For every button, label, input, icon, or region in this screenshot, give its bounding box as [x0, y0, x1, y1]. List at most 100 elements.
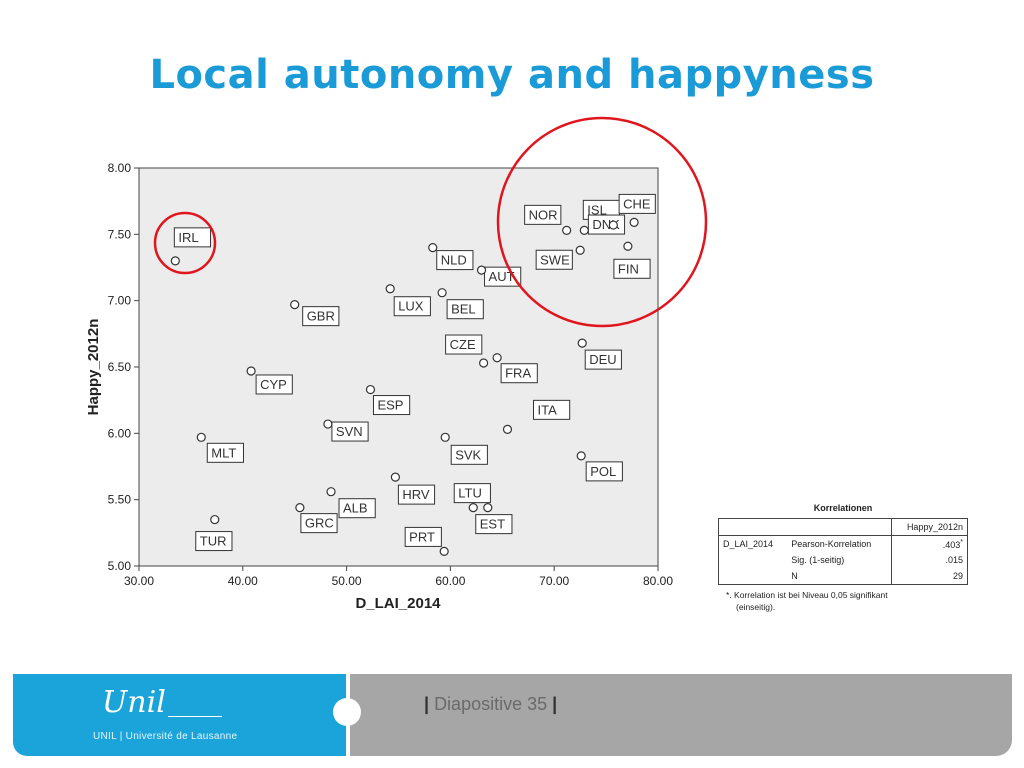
x-tick-label: 40.00 [228, 574, 258, 588]
separator-right: | [552, 694, 558, 714]
data-point [390, 472, 400, 482]
footer-info-bar [350, 674, 1012, 756]
point-label: CYP [260, 377, 287, 392]
point-label-box [445, 334, 483, 355]
point-label-box [372, 395, 411, 416]
data-point [476, 265, 487, 275]
point-label-box [535, 249, 573, 270]
row-variable: D_LAI_2014 [723, 539, 774, 549]
data-point [629, 217, 639, 227]
data-point [577, 338, 587, 348]
point-label: IRL [178, 230, 198, 245]
y-tick-label: 5.50 [108, 493, 132, 507]
data-point [323, 419, 333, 429]
separator-left: | [424, 694, 430, 714]
correlation-footnote: *. Korrelation ist bei Niveau 0,05 signi… [718, 589, 968, 613]
point-label-box [331, 421, 369, 442]
point-label: AUT [489, 269, 515, 284]
data-point [295, 503, 305, 513]
y-tick-label: 7.50 [108, 227, 132, 241]
correlation-title: Korrelationen [813, 503, 873, 513]
axis-ticks: 30.00 40.00 50.00 60.00 70.00 80.00 5.00 5.50 6.… [108, 161, 674, 588]
point-label-box [393, 296, 431, 317]
point-label: CZE [450, 337, 476, 352]
point-label: LUX [398, 299, 424, 314]
slide-number-label: Diapositive 35 [434, 694, 548, 714]
data-points [170, 217, 639, 557]
x-tick-label: 80.00 [643, 574, 673, 588]
point-label: ISL [587, 202, 607, 217]
y-axis-title: Happy_2012n [85, 319, 102, 416]
point-label: NOR [529, 207, 558, 222]
data-point [365, 384, 376, 395]
stat-value: .403* [890, 535, 968, 552]
data-point [479, 358, 489, 368]
point-label: HRV [402, 487, 430, 502]
point-label: GBR [307, 309, 335, 324]
data-point [196, 432, 206, 442]
x-tick-label: 60.00 [435, 574, 465, 588]
point-label: FIN [618, 261, 639, 276]
footer-dot [333, 698, 361, 726]
point-label: NLD [441, 253, 467, 268]
point-label-box [338, 498, 376, 519]
data-point [385, 284, 395, 294]
point-label: MLT [211, 445, 236, 460]
point-label-box [300, 513, 338, 534]
footer-brand-bar [13, 674, 346, 756]
row-variable-blank [719, 552, 788, 568]
corner-cell [719, 519, 892, 536]
x-axis-title: D_LAI_2014 [355, 595, 441, 612]
data-point [562, 225, 572, 235]
data-point [608, 220, 618, 230]
point-label: CHE [623, 196, 651, 211]
point-label: EST [480, 517, 505, 532]
x-tick-label: 50.00 [332, 574, 362, 588]
point-label: ALB [343, 501, 368, 516]
point-label: DEU [589, 352, 616, 367]
significance-mark: * [960, 538, 963, 546]
point-label-box [613, 258, 651, 279]
scatter-chart: 30.00 40.00 50.00 60.00 70.00 80.00 5.00 5.50 6.… [85, 116, 708, 612]
point-labels: IRL GBR CYP MLT TUR SVN ALB GRC ESP LUX HRV NLD BEL S… [173, 193, 656, 552]
data-point [437, 288, 447, 298]
row-variable-blank [719, 568, 788, 585]
point-label-box [404, 526, 442, 547]
point-label-box [446, 299, 484, 320]
point-label-box [255, 374, 293, 395]
data-point [326, 487, 336, 497]
data-point [170, 256, 180, 266]
point-label: TUR [200, 534, 227, 549]
footnote-line-2: (einseitig). [736, 602, 776, 612]
data-point [502, 424, 513, 434]
point-label: ITA [537, 402, 557, 417]
data-point [576, 451, 586, 461]
data-point [579, 225, 589, 235]
y-tick-label: 6.50 [108, 360, 132, 374]
stat-value: .015 [890, 552, 968, 568]
data-point [468, 503, 478, 513]
y-tick-label: 6.00 [108, 426, 132, 440]
point-label: SVN [336, 424, 363, 439]
point-label-box [584, 349, 622, 370]
point-label-box [302, 306, 340, 327]
point-label: SWE [540, 252, 570, 267]
point-label-box [587, 214, 626, 235]
data-point [440, 432, 450, 442]
point-label-box [475, 514, 513, 535]
footnote-line-1: *. Korrelation ist bei Niveau 0,05 signi… [726, 590, 888, 600]
highlight-circle-nordics [496, 116, 708, 328]
y-tick-label: 7.00 [108, 294, 132, 308]
point-label-box [453, 483, 491, 504]
data-point [483, 503, 493, 513]
data-point [428, 243, 438, 253]
point-label-box [450, 444, 488, 465]
point-label: ESP [377, 398, 403, 413]
slide-number: | Diapositive 35 | [424, 694, 557, 715]
highlight-circle-irl [153, 211, 217, 275]
point-label-box [618, 193, 656, 214]
point-label-box [532, 399, 571, 420]
logo-caption: UNIL | Université de Lausanne [93, 731, 238, 742]
stat-label: Pearson-Korrelation [791, 539, 872, 549]
correlation-grid: Happy_2012n D_LAI_2014 Pearson-Korrelati… [718, 518, 968, 585]
